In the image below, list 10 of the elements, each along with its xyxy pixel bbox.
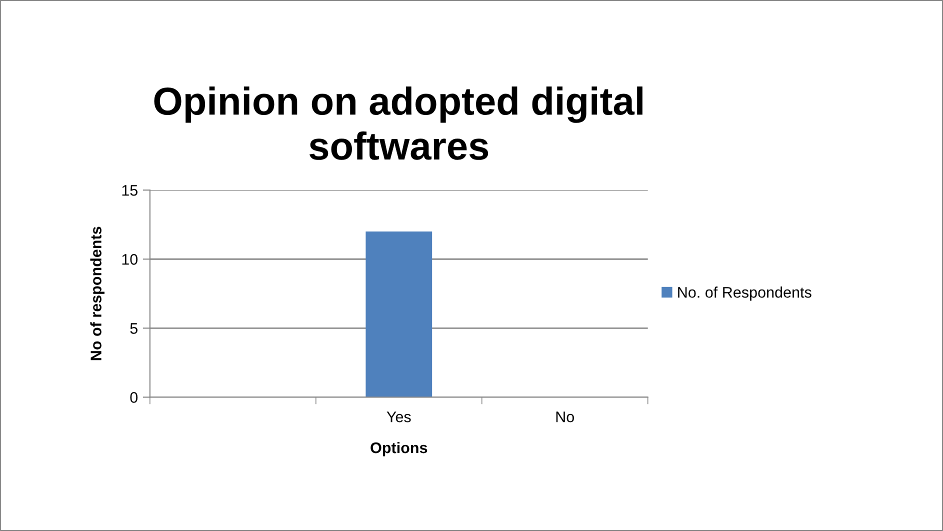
x-tick-label: Yes [386, 412, 411, 422]
y-tick-label: 15 [122, 185, 138, 196]
y-axis-title: No of respondents [90, 226, 104, 360]
chart-title: Opinion on adopted digital softwares [154, 86, 642, 160]
y-tick-label: 10 [122, 254, 138, 265]
y-tick-label: 0 [130, 392, 138, 403]
legend-label: No. of Respondents [678, 286, 812, 301]
x-tick-label: No [556, 412, 574, 422]
x-axis-title: Options [370, 442, 428, 456]
y-tick-label: 5 [130, 323, 138, 334]
